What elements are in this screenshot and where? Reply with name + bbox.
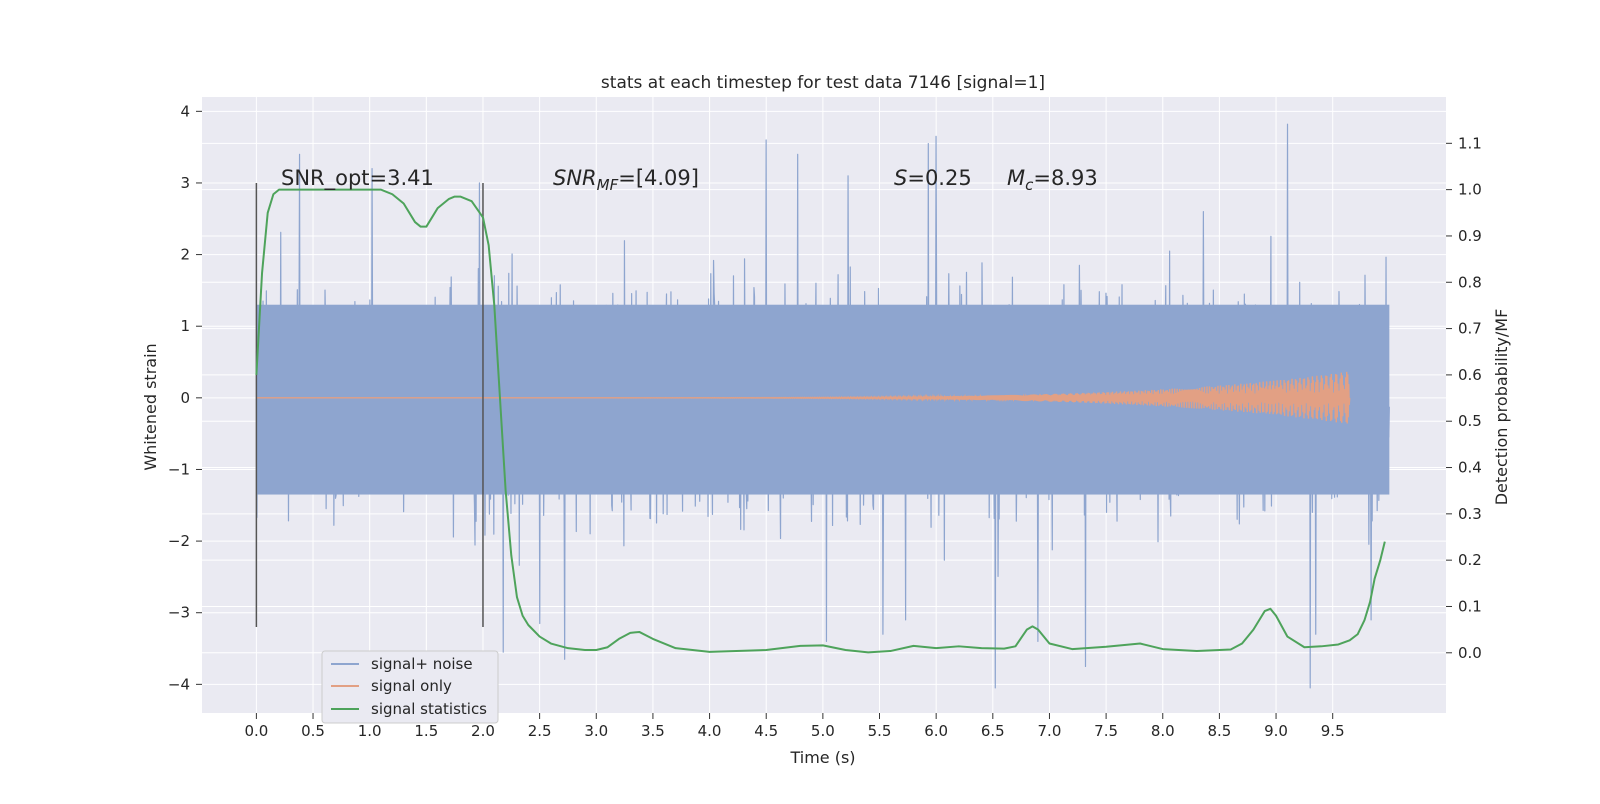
x-axis-label: Time (s) [789,748,855,767]
legend-box [321,650,499,724]
right-y-tick-label: 0.7 [1458,320,1482,338]
window-markers [255,182,484,628]
x-tick-label: 1.0 [358,722,382,740]
y-tick-label: −2 [168,532,190,550]
x-tick-label: 7.5 [1094,722,1118,740]
snr-mf-annotation: SNRMF=[4.09] [553,166,699,194]
s-annotation: S=0.25 [894,166,972,190]
x-tick-label: 1.5 [414,722,438,740]
x-tick-label: 6.0 [924,722,948,740]
x-tick-label: 5.5 [868,722,892,740]
s-value: =0.25 [907,166,971,190]
x-tick-label: 8.5 [1207,722,1231,740]
right-y-tick-label: 1.1 [1458,134,1482,152]
y-tick-label: 0 [180,389,190,407]
mc-value: =8.93 [1033,166,1097,190]
mc-subscript: c [1025,176,1034,194]
right-y-tick-label: 0.4 [1458,459,1482,477]
s-symbol: S [894,166,907,190]
right-y-tick-label: 0.6 [1458,366,1482,384]
y-tick-label: 3 [180,174,190,192]
right-y-axis-label: Detection probability/MF [1492,309,1511,506]
y-tick-label: 4 [180,102,190,120]
snr-opt-annotation: SNR_opt=3.41 [281,166,434,191]
right-y-tick-label: 0.2 [1458,551,1482,569]
right-y-tick-label: 0.5 [1458,412,1482,430]
x-tick-label: 4.5 [754,722,778,740]
y-axis-label: Whitened strain [141,343,160,470]
y-tick-label: 2 [180,246,190,264]
right-y-tick-label: 0.3 [1458,505,1482,523]
axis-ticks: 0.0 0.5 1.0 1.5 2.0 2.5 3.0 3.5 4.0 4.5 5.0 5.5 6.0 6… [168,102,1482,740]
x-tick-label: 8.0 [1151,722,1175,740]
x-tick-label: 4.0 [698,722,722,740]
signal-statistics-line [255,188,1386,654]
legend: signal+ noise signal only signal statist… [321,650,499,724]
legend-label-signal-noise: signal+ noise [371,655,473,673]
right-y-tick-label: 1.0 [1458,181,1482,199]
snr-mf-value: =[4.09] [618,166,699,190]
mc-symbol: M [1007,166,1025,190]
y-tick-label: 1 [180,317,190,335]
y-tick-label: −1 [168,460,190,478]
snr-mf-subscript: MF [597,176,619,194]
x-tick-label: 2.5 [528,722,552,740]
x-tick-label: 6.5 [981,722,1005,740]
x-tick-label: 0.0 [244,722,268,740]
right-y-tick-label: 0.1 [1458,597,1482,615]
x-tick-label: 9.5 [1321,722,1345,740]
legend-label-signal-only: signal only [371,677,452,695]
right-y-tick-label: 0.8 [1458,273,1482,291]
x-tick-label: 3.0 [584,722,608,740]
x-tick-label: 3.5 [641,722,665,740]
signal-only-series [256,371,1351,424]
x-tick-label: 7.0 [1038,722,1062,740]
snr-mf-symbol: SNR [553,166,597,190]
x-tick-label: 9.0 [1264,722,1288,740]
mc-annotation: Mc=8.93 [1007,166,1098,194]
y-tick-label: −4 [168,675,190,693]
x-tick-label: 0.5 [301,722,325,740]
signal-statistics-series [255,188,1386,654]
chart-title: stats at each timestep for test data 714… [601,73,1045,93]
right-y-tick-label: 0.9 [1458,227,1482,245]
legend-label-signal-statistics: signal statistics [371,700,487,718]
x-tick-label: 2.0 [471,722,495,740]
x-tick-label: 5.0 [811,722,835,740]
right-y-tick-label: 0.0 [1458,644,1482,662]
y-tick-label: −3 [168,604,190,622]
signal-only-line [256,371,1351,424]
